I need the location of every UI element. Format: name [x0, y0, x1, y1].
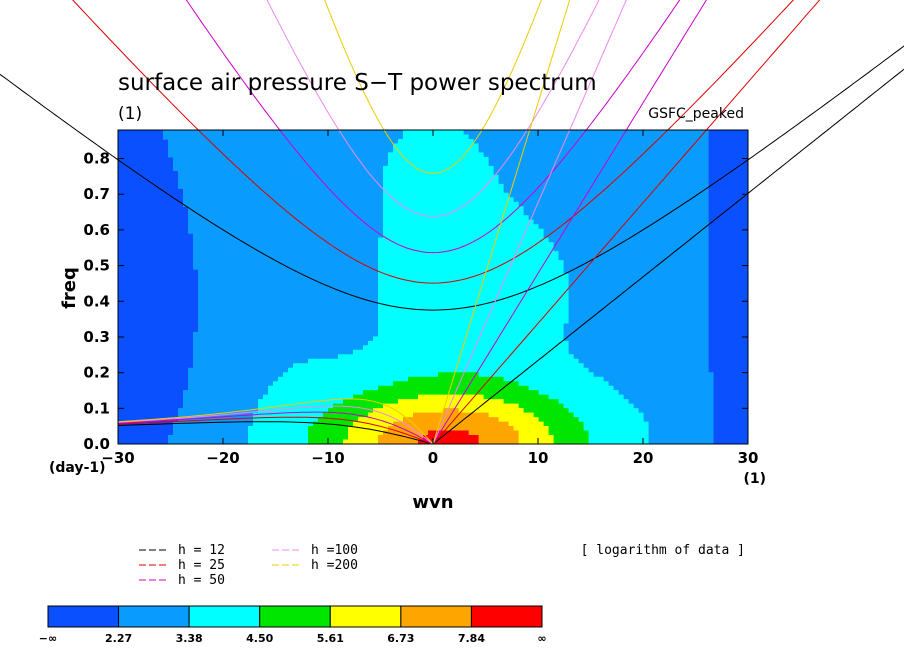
rossby-curve-h100 — [117, 405, 434, 445]
colorbar-label: 7.84 — [458, 632, 485, 645]
kelvin-curve-h12 — [432, 68, 904, 445]
axis-ticks: −30 −20 −10 0 10 20 30 0.0 0.1 0.2 0.3 0.4 0.5 0.6 0.7… — [83, 130, 758, 467]
y-tick-label: 0.4 — [83, 292, 110, 310]
legend-label: h = 50 — [178, 573, 225, 588]
y-tick-label: 0.6 — [83, 221, 110, 239]
rossby-curve-h200 — [117, 398, 434, 445]
colorbar-label: 3.38 — [176, 632, 203, 645]
rossby-curve-h25 — [117, 416, 434, 445]
ig-curve-h200 — [324, 0, 542, 174]
kelvin-curve-h100 — [432, 0, 627, 445]
kelvin-curve-h25 — [432, 0, 821, 445]
colorbar-swatch — [470, 605, 543, 628]
colorbar-label: 2.27 — [105, 632, 132, 645]
y-tick-label: 0.1 — [83, 399, 110, 417]
colorbar-swatch — [400, 605, 472, 628]
y-tick-label: 0.0 — [83, 435, 110, 453]
x-tick-label: −30 — [101, 449, 134, 467]
colorbar-swatch — [188, 605, 261, 628]
x-tick-label: 0 — [428, 449, 438, 467]
kelvin-curve-h50 — [432, 0, 707, 445]
ig-curve-h100 — [266, 0, 600, 217]
colorbar-swatch — [329, 605, 402, 628]
x-tick-label: −10 — [311, 449, 344, 467]
y-unit-label: (day-1) — [49, 460, 106, 476]
units-label: (1) — [118, 104, 142, 124]
x-tick-label: 20 — [633, 449, 654, 467]
legend-label: h = 25 — [178, 558, 225, 573]
colorbar-label: 6.73 — [387, 632, 414, 645]
colorbar-swatch — [47, 605, 120, 628]
ig-curve-h50 — [185, 0, 681, 254]
y-axis-label: freq — [59, 267, 80, 309]
chart-title: surface air pressure S−T power spectrum — [118, 70, 597, 96]
colorbar-swatch — [259, 605, 331, 628]
colorbar-label: ∞ — [537, 632, 546, 645]
y-tick-label: 0.5 — [83, 257, 110, 275]
contour-band-3 — [308, 372, 589, 444]
contour-band-4 — [343, 394, 554, 444]
model-label: GSFC_peaked — [648, 106, 744, 122]
y-tick-label: 0.3 — [83, 328, 110, 346]
ig-curve-h25 — [72, 0, 795, 284]
log-note: [ logarithm of data ] — [581, 543, 745, 558]
y-tick-label: 0.8 — [83, 150, 110, 168]
colorbar: −∞ 2.27 3.38 4.50 5.61 6.73 7.84 ∞ — [39, 605, 547, 645]
ig-curve-h12 — [0, 45, 904, 311]
y-tick-label: 0.7 — [83, 185, 110, 203]
x-tick-label: 30 — [738, 449, 759, 467]
legend-label: h =200 — [311, 558, 358, 573]
dispersion-curves — [0, 0, 904, 445]
colorbar-label: −∞ — [39, 632, 57, 645]
contour-fill — [118, 130, 748, 444]
colorbar-label: 5.61 — [317, 632, 344, 645]
rossby-curve-h12 — [117, 421, 434, 445]
x-tick-label: −20 — [206, 449, 239, 467]
colorbar-label: 4.50 — [246, 632, 273, 645]
colorbar-swatch — [118, 605, 190, 628]
rossby-curve-h50 — [117, 411, 434, 445]
x-unit-label: (1) — [743, 471, 766, 487]
legend-label: h =100 — [311, 543, 358, 558]
contour-band-2 — [248, 130, 649, 444]
contour-band-1 — [163, 130, 714, 444]
legend-label: h = 12 — [178, 543, 225, 558]
x-tick-label: 10 — [528, 449, 549, 467]
x-axis-label: wvn — [412, 492, 453, 513]
y-tick-label: 0.2 — [83, 364, 110, 382]
